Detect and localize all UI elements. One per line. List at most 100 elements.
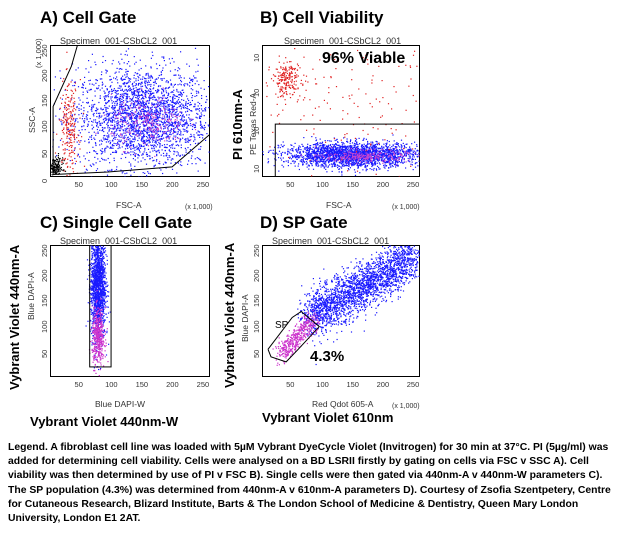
data-point — [155, 113, 157, 115]
data-point — [338, 144, 340, 146]
data-point — [71, 94, 73, 96]
data-point — [61, 169, 63, 171]
data-point — [130, 118, 132, 120]
data-point — [180, 108, 182, 110]
data-point — [117, 113, 119, 116]
data-point — [110, 133, 112, 135]
data-point — [372, 159, 374, 161]
data-point — [184, 123, 186, 125]
data-point — [161, 138, 163, 140]
data-point — [367, 142, 369, 144]
data-point — [401, 145, 403, 147]
data-point — [154, 81, 156, 83]
data-point — [59, 168, 62, 170]
data-point — [91, 128, 94, 130]
data-point — [163, 155, 165, 157]
data-point — [185, 103, 187, 105]
data-point — [75, 69, 77, 71]
data-point — [71, 159, 73, 161]
data-point — [138, 130, 140, 132]
data-point — [342, 142, 344, 144]
data-point — [119, 112, 121, 114]
data-point — [307, 157, 309, 159]
data-point — [142, 110, 144, 112]
data-point — [157, 91, 159, 93]
data-point — [174, 115, 177, 117]
data-point — [168, 122, 170, 124]
data-point — [136, 121, 138, 123]
data-point — [132, 100, 134, 102]
data-point — [139, 99, 141, 101]
data-point — [149, 129, 151, 131]
data-point — [172, 110, 174, 112]
data-point — [320, 159, 323, 161]
data-point — [173, 113, 175, 115]
data-point — [357, 162, 359, 164]
data-point — [56, 172, 58, 174]
data-point — [139, 100, 141, 103]
data-point — [96, 122, 98, 124]
data-point — [55, 166, 57, 168]
data-point — [190, 157, 192, 159]
data-point — [131, 117, 133, 119]
data-point — [136, 104, 139, 106]
data-point — [173, 150, 175, 152]
data-point — [145, 100, 147, 102]
data-point — [315, 137, 317, 139]
data-point — [140, 102, 142, 104]
data-point — [140, 86, 142, 88]
data-point — [115, 117, 117, 119]
data-point — [311, 165, 313, 167]
data-point — [189, 118, 191, 120]
data-point — [188, 114, 190, 116]
data-point — [144, 89, 146, 92]
data-point — [50, 165, 52, 167]
data-point — [355, 147, 357, 149]
data-point — [165, 162, 167, 164]
data-point — [62, 169, 64, 172]
data-point — [402, 162, 404, 164]
data-point — [122, 136, 124, 138]
data-point — [126, 172, 128, 174]
data-point — [120, 139, 122, 141]
data-point — [104, 117, 106, 119]
data-point — [139, 151, 141, 153]
data-point — [280, 159, 283, 161]
data-point — [194, 126, 197, 128]
data-point — [152, 127, 154, 129]
data-point — [139, 118, 141, 120]
data-point — [125, 145, 127, 147]
data-point — [138, 143, 140, 145]
panel-a-specimen: Specimen_001-CSbCL2_001 — [60, 36, 178, 46]
data-point — [100, 74, 103, 76]
data-point — [156, 92, 158, 94]
data-point — [83, 107, 85, 109]
data-point — [320, 160, 323, 162]
data-point — [125, 117, 127, 119]
data-point — [56, 167, 58, 169]
data-point — [124, 120, 126, 122]
data-point — [315, 159, 317, 161]
data-point — [88, 131, 90, 133]
data-point — [141, 154, 143, 156]
data-point — [137, 103, 139, 105]
data-point — [148, 131, 150, 133]
data-point — [79, 132, 81, 134]
data-point — [169, 122, 171, 124]
data-point — [311, 157, 313, 159]
data-point — [129, 123, 131, 125]
data-point — [338, 161, 340, 163]
data-point — [168, 109, 170, 111]
data-point — [357, 152, 359, 154]
data-point — [394, 152, 396, 154]
data-point — [131, 107, 133, 109]
data-point — [291, 144, 293, 146]
data-point — [160, 127, 162, 129]
data-point — [323, 146, 325, 148]
data-point — [327, 158, 329, 160]
data-point — [351, 161, 353, 163]
data-point — [417, 150, 419, 152]
data-point — [145, 124, 147, 126]
data-point — [305, 158, 307, 160]
data-point — [151, 114, 153, 116]
